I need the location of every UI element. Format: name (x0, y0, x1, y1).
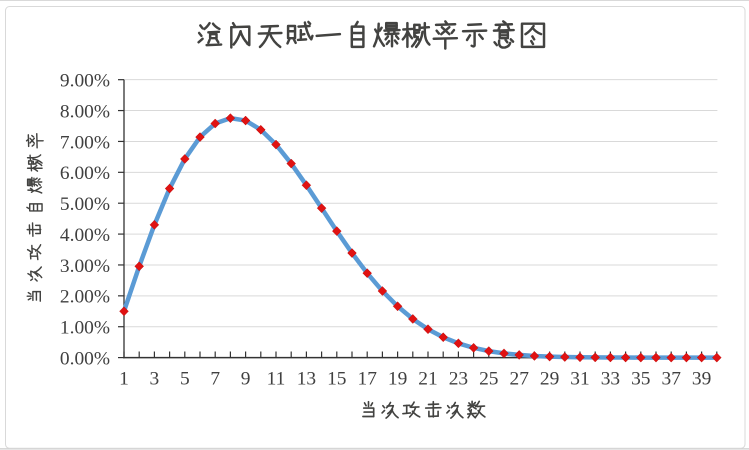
svg-text:5: 5 (180, 369, 190, 390)
svg-text:39: 39 (692, 369, 711, 390)
svg-text:5.00%: 5.00% (60, 194, 110, 215)
svg-text:9.00%: 9.00% (60, 71, 110, 92)
svg-text:37: 37 (662, 369, 682, 390)
svg-text:21: 21 (418, 369, 437, 390)
svg-text:23: 23 (449, 369, 468, 390)
svg-text:7.00%: 7.00% (60, 132, 110, 153)
svg-text:25: 25 (479, 369, 498, 390)
svg-text:8.00%: 8.00% (60, 101, 110, 122)
svg-text:15: 15 (327, 369, 346, 390)
svg-text:11: 11 (267, 369, 286, 390)
svg-text:31: 31 (570, 369, 589, 390)
svg-text:2.00%: 2.00% (60, 287, 110, 308)
svg-text:33: 33 (601, 369, 620, 390)
svg-text:3: 3 (150, 369, 160, 390)
svg-text:29: 29 (540, 369, 559, 390)
svg-text:4.00%: 4.00% (60, 225, 110, 246)
svg-text:1.00%: 1.00% (60, 318, 110, 339)
svg-text:27: 27 (510, 369, 530, 390)
svg-text:35: 35 (631, 369, 650, 390)
svg-text:3.00%: 3.00% (60, 256, 110, 277)
svg-text:1: 1 (119, 369, 129, 390)
svg-text:6.00%: 6.00% (60, 163, 110, 184)
svg-text:7: 7 (210, 369, 220, 390)
svg-text:17: 17 (358, 369, 378, 390)
svg-text:0.00%: 0.00% (60, 349, 110, 370)
svg-text:13: 13 (297, 369, 316, 390)
svg-text:9: 9 (241, 369, 251, 390)
svg-text:19: 19 (388, 369, 407, 390)
